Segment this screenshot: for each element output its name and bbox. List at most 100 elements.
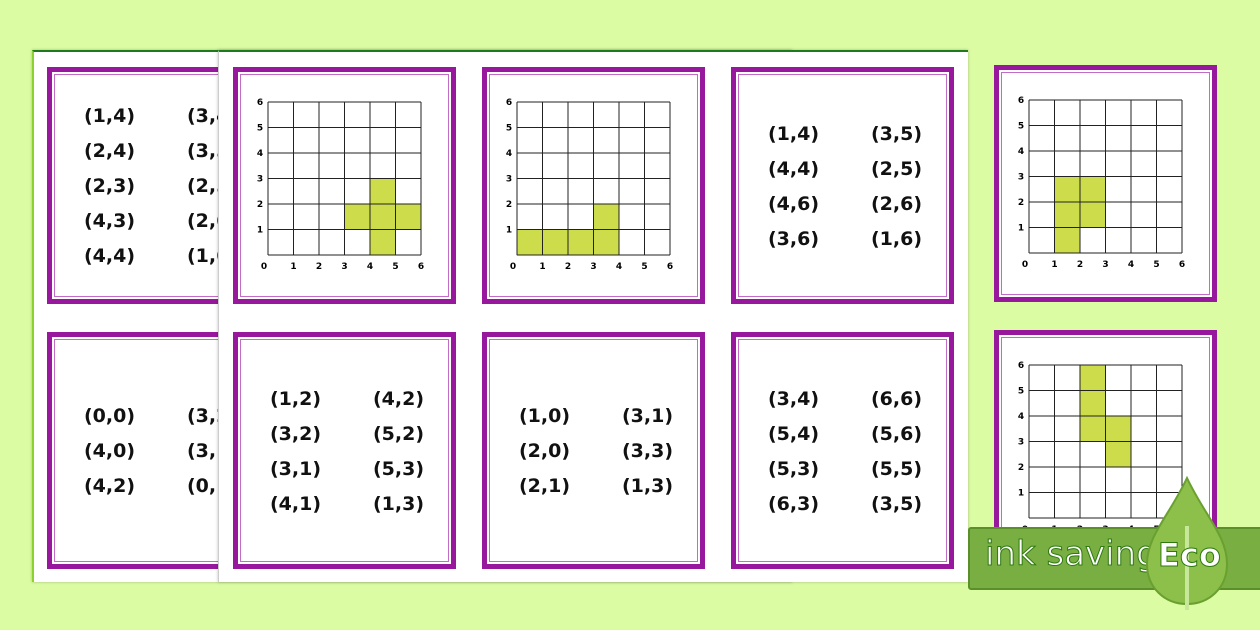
leaf-drop-icon [1145, 476, 1229, 610]
coordinate-text: (2,1) [519, 475, 571, 497]
filled-cell [1054, 227, 1081, 254]
grid-card: 0 1 1 2 2 3 3 4 4 5 5 6 6 [233, 67, 456, 304]
coordinate-text: (2,4) [84, 140, 136, 162]
coordinate-card: (3,4) (5,4) (5,3) (6,3) (6,6) (5,6) (5,5) (3,5) [731, 332, 954, 569]
coordinate-grid: 0 1 1 2 2 3 3 4 4 5 5 6 6 [257, 98, 424, 272]
y-tick-label: 6 [257, 98, 263, 108]
coordinate-text: (3,4) [768, 388, 820, 410]
coordinate-text: (1,6) [871, 228, 923, 250]
coordinate-text: (2,5) [871, 158, 923, 180]
coordinate-text: (6,6) [871, 388, 923, 410]
y-tick-label: 4 [257, 149, 263, 159]
y-tick-label: 6 [1018, 361, 1024, 371]
coordinate-text: (4,4) [84, 245, 136, 267]
x-tick-label: 2 [565, 262, 571, 272]
y-tick-label: 1 [1018, 489, 1024, 499]
y-tick-label: 1 [1018, 224, 1024, 234]
coordinate-text: (2,6) [871, 193, 923, 215]
coordinate-text: (4,3) [84, 210, 136, 232]
coordinate-text: (4,4) [768, 158, 820, 180]
y-tick-label: 5 [506, 124, 512, 134]
y-tick-label: 3 [1018, 173, 1024, 183]
coordinate-text: (4,2) [373, 388, 425, 410]
y-tick-label: 3 [506, 175, 512, 185]
y-tick-label: 6 [506, 98, 512, 108]
coordinate-text: (3,2) [270, 423, 322, 445]
coordinate-text: (3,1) [622, 405, 674, 427]
x-tick-label: 1 [1051, 260, 1057, 270]
y-tick-label: 4 [506, 149, 512, 159]
coordinate-text: (1,4) [768, 123, 820, 145]
filled-cell [369, 229, 396, 256]
coordinate-card: (1,0) (2,0) (2,1) (3,1) (3,3) (1,3) [482, 332, 705, 569]
coordinate-text: (3,6) [768, 228, 820, 250]
coordinate-grid: 0 1 1 2 2 3 3 4 4 5 5 6 6 [506, 98, 673, 272]
x-tick-label: 5 [1153, 260, 1159, 270]
x-tick-label: 4 [616, 262, 622, 272]
eco-label: Eco [1158, 536, 1222, 575]
filled-cell [1079, 176, 1106, 203]
coordinate-text: (4,0) [84, 440, 136, 462]
filled-cell [1079, 201, 1106, 228]
y-tick-label: 5 [257, 124, 263, 134]
x-tick-label: 0 [1022, 260, 1028, 270]
y-tick-label: 1 [506, 226, 512, 236]
grid-card: 0 1 1 2 2 3 3 4 4 5 5 6 6 [994, 65, 1217, 302]
filled-cell [1105, 441, 1132, 468]
coordinate-text: (5,3) [768, 458, 820, 480]
y-tick-label: 4 [1018, 412, 1024, 422]
y-tick-label: 2 [1018, 463, 1024, 473]
coordinate-card: (1,4) (4,4) (4,6) (3,6) (3,5) (2,5) (2,6) (1,6) [731, 67, 954, 304]
y-tick-label: 6 [1018, 96, 1024, 106]
coordinate-text: (5,6) [871, 423, 923, 445]
x-tick-label: 3 [1102, 260, 1108, 270]
filled-cell [395, 203, 422, 230]
x-tick-label: 5 [641, 262, 647, 272]
filled-cell [369, 178, 396, 205]
coordinate-text: (5,5) [871, 458, 923, 480]
y-tick-label: 3 [257, 175, 263, 185]
coordinate-text: (3,3) [622, 440, 674, 462]
filled-cell [542, 229, 569, 256]
coordinate-text: (4,2) [84, 475, 136, 497]
coordinate-text: (3,1) [270, 458, 322, 480]
y-tick-label: 5 [1018, 387, 1024, 397]
x-tick-label: 1 [290, 262, 296, 272]
y-tick-label: 2 [1018, 198, 1024, 208]
coordinate-text: (2,3) [84, 175, 136, 197]
x-tick-label: 0 [261, 262, 267, 272]
coordinate-text: (6,3) [768, 493, 820, 515]
coordinate-text: (1,3) [622, 475, 674, 497]
x-tick-label: 2 [316, 262, 322, 272]
x-tick-label: 6 [418, 262, 424, 272]
x-tick-label: 1 [539, 262, 545, 272]
coordinate-text: (5,3) [373, 458, 425, 480]
y-tick-label: 2 [506, 200, 512, 210]
coordinate-text: (0,0) [84, 405, 136, 427]
filled-cell [593, 203, 620, 230]
y-tick-label: 3 [1018, 438, 1024, 448]
front-sheet: 0 1 1 2 2 3 3 4 4 5 5 6 6 0 1 1 2 2 3 3 4 4 5 5 6 6 (1,4) (4,4) (4,6… [218, 50, 968, 582]
filled-cell [567, 229, 594, 256]
y-tick-label: 2 [257, 200, 263, 210]
filled-cell [1105, 415, 1132, 442]
filled-cell [369, 203, 396, 230]
filled-cell [1054, 201, 1081, 228]
filled-cell [1079, 390, 1106, 417]
coordinate-text: (5,4) [768, 423, 820, 445]
coordinate-text: (1,3) [373, 493, 425, 515]
coordinate-text: (4,1) [270, 493, 322, 515]
filled-cell [1079, 415, 1106, 442]
coordinate-grid: 0 1 1 2 2 3 3 4 4 5 5 6 6 [1018, 96, 1185, 270]
coordinate-text: (1,4) [84, 105, 136, 127]
y-tick-label: 1 [257, 226, 263, 236]
x-tick-label: 5 [392, 262, 398, 272]
filled-cell [516, 229, 543, 256]
x-tick-label: 4 [367, 262, 373, 272]
x-tick-label: 2 [1077, 260, 1083, 270]
coordinate-text: (4,6) [768, 193, 820, 215]
coordinate-text: (3,5) [871, 493, 923, 515]
coordinate-text: (5,2) [373, 423, 425, 445]
filled-cell [1054, 176, 1081, 203]
coordinate-text: (3,5) [871, 123, 923, 145]
